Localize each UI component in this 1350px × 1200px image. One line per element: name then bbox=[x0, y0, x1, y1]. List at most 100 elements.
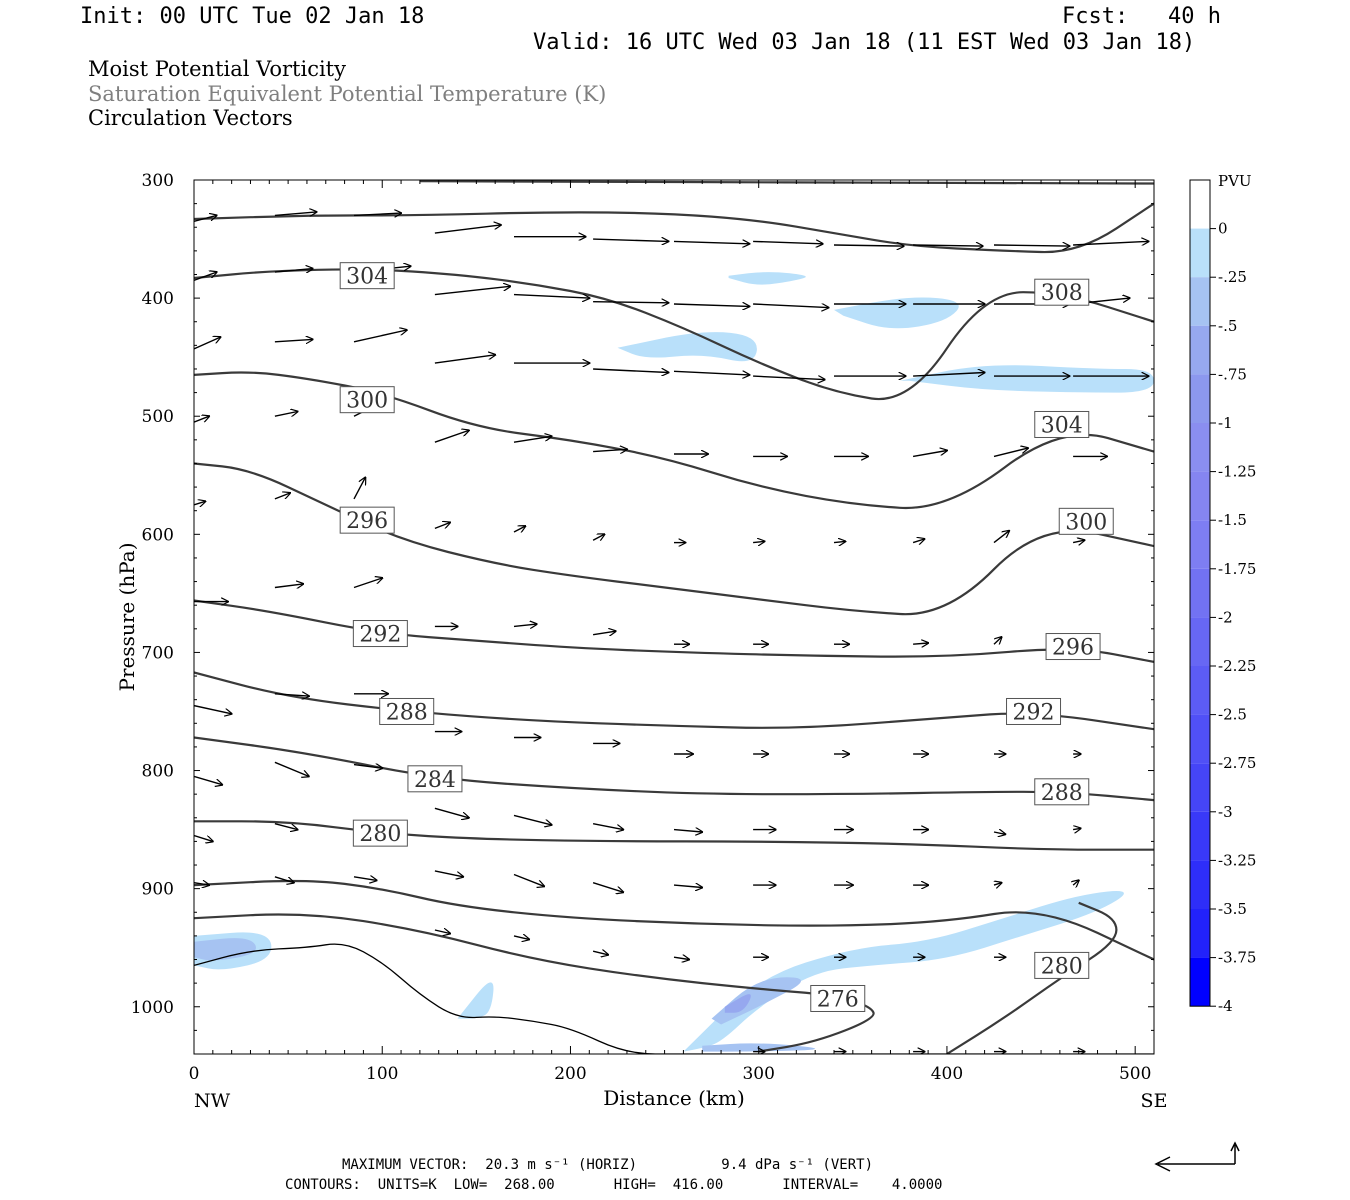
y-tick-label: 500 bbox=[142, 407, 174, 427]
colorbar-label: 0 bbox=[1218, 220, 1228, 238]
colorbar-label: -2.5 bbox=[1218, 706, 1247, 724]
contour-label-box bbox=[1045, 633, 1101, 661]
colorbar-label: -3.25 bbox=[1218, 851, 1256, 869]
circulation-vector bbox=[513, 295, 589, 299]
title-theta-es: Saturation Equivalent Potential Temperat… bbox=[88, 82, 607, 106]
pv-shade-region bbox=[683, 890, 1124, 1052]
circulation-vector bbox=[753, 376, 825, 380]
contour-label: 292 bbox=[1013, 700, 1055, 725]
contour-label: 288 bbox=[386, 700, 428, 725]
forecast-hour: Fcst: 40 h bbox=[1062, 4, 1221, 29]
theta-es-contour bbox=[194, 820, 1154, 851]
y-axis-label: Pressure (hPa) bbox=[115, 543, 139, 692]
valid-time: Valid: 16 UTC Wed 03 Jan 18 (11 EST Wed … bbox=[533, 30, 1196, 55]
circulation-vector bbox=[673, 830, 702, 832]
colorbar-swatch bbox=[1190, 860, 1210, 909]
theta-es-contour bbox=[194, 879, 1154, 961]
contour-label-box bbox=[339, 506, 395, 534]
circulation-vector bbox=[434, 930, 450, 934]
contour-label: 288 bbox=[1041, 781, 1083, 806]
circulation-vector bbox=[913, 643, 928, 644]
circulation-vector bbox=[274, 694, 309, 696]
x-tick-label: 0 bbox=[189, 1064, 200, 1084]
title-vectors: Circulation Vectors bbox=[88, 106, 293, 130]
colorbar-label: -1.25 bbox=[1218, 463, 1256, 481]
contour-label-box bbox=[352, 620, 408, 648]
circulation-vector bbox=[353, 877, 377, 881]
circulation-vector bbox=[434, 225, 501, 234]
colorbar-swatch bbox=[1190, 811, 1210, 861]
contour-label: 300 bbox=[1065, 510, 1107, 535]
circulation-vector bbox=[673, 957, 689, 959]
footer-max-vector: MAXIMUM VECTOR: 20.3 m s⁻¹ (HORIZ) 9.4 d… bbox=[342, 1157, 874, 1173]
y-tick-label: 800 bbox=[142, 762, 174, 782]
pv-shade-region bbox=[194, 938, 256, 961]
circulation-vector bbox=[353, 213, 401, 215]
contour-label-box bbox=[352, 819, 408, 847]
contour-label: 280 bbox=[359, 822, 401, 847]
circulation-vector bbox=[353, 478, 365, 500]
circulation-vector bbox=[1073, 241, 1148, 245]
circulation-vector bbox=[434, 807, 469, 818]
circulation-vector bbox=[673, 885, 702, 887]
circulation-vector bbox=[353, 765, 382, 769]
circulation-vector bbox=[913, 373, 985, 377]
colorbar-label: -1.75 bbox=[1218, 560, 1256, 578]
contour-label: 276 bbox=[817, 987, 859, 1012]
circulation-vector bbox=[592, 823, 623, 830]
colorbar-swatch bbox=[1190, 714, 1210, 764]
circulation-vector bbox=[993, 637, 1002, 644]
circulation-vector bbox=[194, 704, 232, 714]
x-end-label-se: SE bbox=[1141, 1090, 1168, 1112]
circulation-vector bbox=[1072, 828, 1081, 829]
circulation-vector bbox=[513, 526, 525, 532]
contour-label: 292 bbox=[359, 623, 401, 648]
circulation-vector bbox=[912, 451, 947, 458]
colorbar-swatch bbox=[1190, 374, 1210, 423]
pv-shade-region bbox=[834, 297, 959, 329]
colorbar-swatch bbox=[1190, 909, 1210, 958]
circulation-vector bbox=[513, 436, 552, 443]
circulation-vector bbox=[353, 578, 382, 589]
pv-shade-region bbox=[711, 977, 802, 1025]
reference-vector-icon bbox=[1154, 1141, 1240, 1172]
circulation-vector bbox=[993, 531, 1009, 544]
plot-frame bbox=[193, 179, 1155, 1055]
colorbar-swatch bbox=[1190, 277, 1210, 326]
colorbar-swatch bbox=[1190, 325, 1210, 375]
colorbar-swatch bbox=[1190, 471, 1210, 521]
circulation-vector bbox=[274, 269, 313, 273]
circulation-vector bbox=[513, 936, 529, 940]
y-tick-label: 1000 bbox=[131, 998, 174, 1018]
footer-contours: CONTOURS: UNITS=K LOW= 268.00 HIGH= 416.… bbox=[285, 1177, 943, 1193]
x-tick-label: 200 bbox=[554, 1064, 586, 1084]
circulation-vector bbox=[912, 539, 924, 543]
colorbar-swatch bbox=[1190, 763, 1210, 812]
theta-es-contour bbox=[194, 913, 875, 1053]
contour-label: 296 bbox=[346, 509, 388, 534]
circulation-vector bbox=[673, 304, 749, 306]
contour-label: 280 bbox=[1041, 954, 1083, 979]
circulation-vector bbox=[274, 584, 303, 588]
y-tick-label: 600 bbox=[142, 525, 174, 545]
circulation-vector bbox=[592, 534, 604, 540]
contour-label-box bbox=[339, 262, 395, 290]
circulation-vector bbox=[194, 775, 222, 784]
circulation-vector bbox=[434, 355, 495, 364]
colorbar-label: -2.25 bbox=[1218, 657, 1256, 675]
circulation-vector bbox=[434, 523, 450, 530]
circulation-vector bbox=[274, 761, 309, 776]
colorbar-swatch bbox=[1190, 666, 1210, 715]
theta-es-contour bbox=[194, 671, 1154, 731]
circulation-vector bbox=[592, 882, 623, 893]
colorbar-label: -3.75 bbox=[1218, 949, 1256, 967]
colorbar-label: -2 bbox=[1218, 608, 1233, 626]
contour-label: 308 bbox=[1041, 281, 1083, 306]
colorbar-label: -.5 bbox=[1218, 317, 1237, 335]
theta-es-contour bbox=[194, 736, 1154, 802]
y-tick-label: 900 bbox=[142, 880, 174, 900]
colorbar-label: -1.5 bbox=[1218, 511, 1247, 529]
x-axis-label: Distance (km) bbox=[603, 1086, 745, 1110]
colorbar-label: -1 bbox=[1218, 414, 1233, 432]
colorbar-frame bbox=[1189, 179, 1211, 1007]
